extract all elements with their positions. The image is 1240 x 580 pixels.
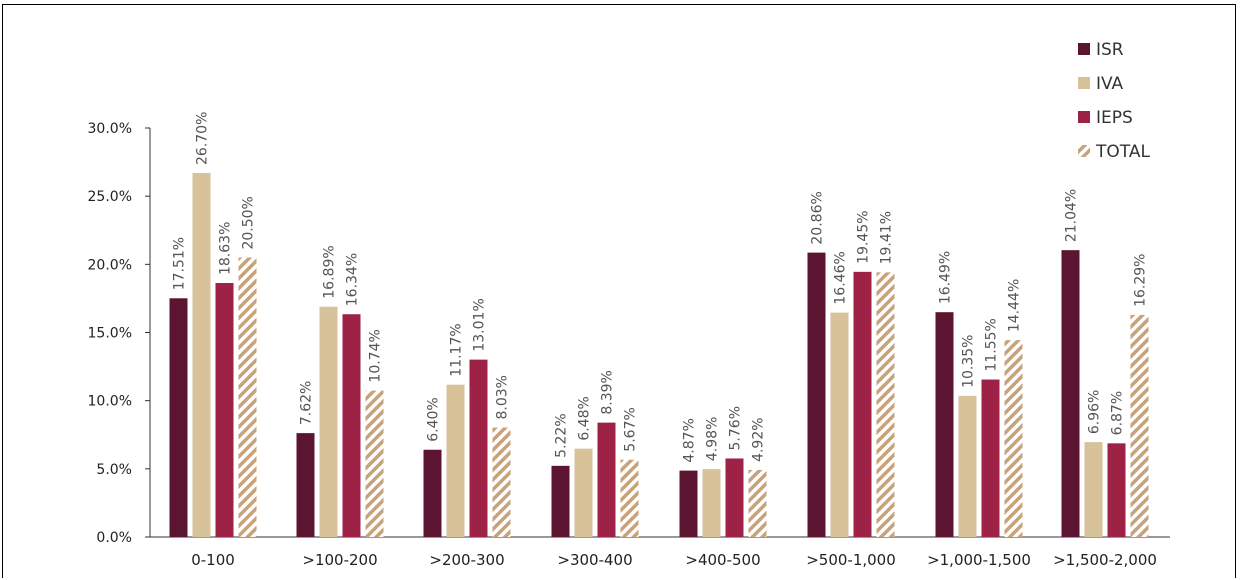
data-label: 4.98% (705, 417, 721, 461)
data-label: 5.22% (554, 413, 570, 457)
bar-ieps (343, 314, 361, 537)
legend-swatch-total (1078, 145, 1090, 157)
bar-iva (831, 313, 849, 537)
bar-total (493, 428, 511, 537)
y-tick-label: 0.0% (96, 530, 132, 546)
bar-ieps (982, 380, 1000, 537)
x-tick-label: 0-100 (191, 551, 235, 569)
bar-ieps (726, 458, 744, 537)
bar-ieps (1108, 443, 1126, 537)
data-label: 16.29% (1133, 254, 1149, 307)
legend-label-isr: ISR (1096, 40, 1124, 60)
data-label: 8.39% (600, 370, 616, 414)
x-tick-label: >1,500-2,000 (1053, 551, 1157, 569)
bar-isr (170, 298, 188, 537)
bar-iva (447, 385, 465, 537)
bar-total (366, 391, 384, 537)
data-label: 7.62% (299, 381, 315, 425)
data-label: 20.86% (810, 191, 826, 244)
data-label: 19.45% (856, 210, 872, 263)
x-tick-label: >200-300 (429, 551, 504, 569)
data-label: 26.70% (195, 112, 211, 165)
bar-isr (936, 312, 954, 537)
data-label: 8.03% (495, 375, 511, 419)
legend-label-total: TOTAL (1095, 142, 1150, 162)
bar-total (239, 258, 257, 537)
data-label: 19.41% (879, 211, 895, 264)
x-tick-label: >400-500 (685, 551, 760, 569)
bar-ieps (470, 360, 488, 537)
y-tick-label: 25.0% (88, 189, 132, 205)
x-tick-label: >300-400 (557, 551, 632, 569)
data-label: 11.17% (449, 323, 465, 376)
data-label: 10.74% (368, 329, 384, 382)
data-label: 5.67% (623, 407, 639, 451)
data-label: 16.46% (833, 251, 849, 304)
data-label: 6.40% (426, 397, 442, 441)
bar-isr (424, 450, 442, 537)
data-label: 6.96% (1087, 390, 1103, 434)
bar-isr (297, 433, 315, 537)
y-tick-label: 20.0% (88, 257, 132, 273)
y-tick-label: 5.0% (96, 462, 132, 478)
bar-iva (193, 173, 211, 537)
x-tick-label: >100-200 (302, 551, 377, 569)
legend-swatch-isr (1078, 43, 1090, 55)
bar-ieps (854, 272, 872, 537)
data-label: 16.49% (938, 251, 954, 304)
x-tick-label: >500-1,000 (806, 551, 896, 569)
legend-swatch-ieps (1078, 111, 1090, 123)
y-tick-label: 30.0% (88, 121, 132, 137)
data-labels: 17.51% 7.62% 6.40% 5.22% 4.87% 20.86% 16.49% 21… (172, 112, 1149, 463)
legend-label-ieps: IEPS (1096, 108, 1133, 128)
bar-total (1131, 315, 1149, 537)
data-label: 4.92% (751, 417, 767, 461)
bar-ieps (598, 423, 616, 537)
legend-label-iva: IVA (1096, 74, 1124, 94)
legend-swatch-iva (1078, 77, 1090, 89)
bar-isr (808, 253, 826, 537)
data-label: 18.63% (218, 222, 234, 275)
data-label: 11.55% (984, 318, 1000, 371)
data-label: 13.01% (472, 298, 488, 351)
bar-iva (1085, 442, 1103, 537)
bar-ieps (216, 283, 234, 537)
data-label: 10.35% (961, 335, 977, 388)
data-label: 5.76% (728, 406, 744, 450)
data-label: 6.48% (577, 396, 593, 440)
data-label: 14.44% (1007, 279, 1023, 332)
data-label: 16.89% (322, 245, 338, 298)
data-label: 20.50% (241, 196, 257, 249)
bar-isr (552, 466, 570, 537)
data-label: 21.04% (1064, 189, 1080, 242)
legend: ISR IVA IEPS TOTAL (1078, 40, 1150, 162)
bar-isr (680, 471, 698, 537)
y-tick-label: 10.0% (88, 394, 132, 410)
data-label: 16.34% (345, 253, 361, 306)
bar-iva (320, 307, 338, 537)
data-label: 6.87% (1110, 391, 1126, 435)
bar-total (877, 272, 895, 537)
bar-total (621, 460, 639, 537)
bar-iva (703, 469, 721, 537)
data-label: 17.51% (172, 237, 188, 290)
bar-total (1005, 340, 1023, 537)
data-label: 4.87% (682, 418, 698, 462)
bars (170, 173, 1149, 537)
bar-iva (575, 449, 593, 537)
x-tick-label: >1,000-1,500 (927, 551, 1031, 569)
bar-total (749, 470, 767, 537)
bar-isr (1062, 250, 1080, 537)
bar-iva (959, 396, 977, 537)
y-tick-label: 15.0% (88, 326, 132, 342)
